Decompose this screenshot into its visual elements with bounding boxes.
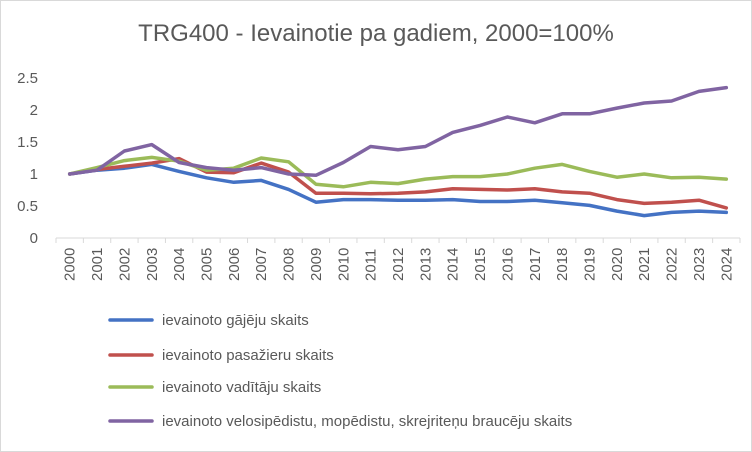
legend-label: ievainoto velosipēdistu, mopēdistu, skre… — [162, 413, 572, 430]
y-tick-label: 2.5 — [17, 70, 38, 87]
x-tick-label: 2015 — [472, 248, 489, 281]
chart-title: TRG400 - Ievainotie pa gadiem, 2000=100% — [138, 20, 614, 47]
x-tick-label: 2021 — [636, 248, 653, 281]
x-tick-label: 2005 — [198, 248, 215, 281]
x-tick-label: 2016 — [499, 248, 516, 281]
series-line-2 — [67, 156, 729, 210]
x-tick-label: 2022 — [664, 248, 681, 281]
x-tick-label: 2002 — [116, 248, 133, 281]
x-tick-label: 2001 — [89, 248, 106, 281]
x-tick-label: 2014 — [445, 248, 462, 281]
x-tick-label: 2007 — [253, 248, 270, 281]
y-tick-label: 0 — [30, 230, 38, 247]
y-tick-label: 1 — [30, 166, 38, 183]
x-tick-label: 2003 — [144, 248, 161, 281]
x-tick-label: 2023 — [691, 248, 708, 281]
y-axis: 0 0.5 1 1.5 2 2.5 — [17, 70, 38, 247]
x-tick-label: 2018 — [554, 248, 571, 281]
x-tick-label: 2013 — [417, 248, 434, 281]
x-tick-label: 2000 — [62, 248, 79, 281]
legend: ievainoto gājēju skaits ievainoto pasažie… — [108, 312, 572, 430]
x-tick-label: 2009 — [308, 248, 325, 281]
x-tick-label: 2020 — [609, 248, 626, 281]
x-tick-label: 2010 — [335, 248, 352, 281]
y-tick-label: 2 — [30, 102, 38, 119]
x-tick-label: 2006 — [226, 248, 243, 281]
x-tick-label: 2017 — [527, 248, 544, 281]
legend-label: ievainoto vadītāju skaits — [162, 379, 321, 396]
x-tick-label: 2019 — [582, 248, 599, 281]
x-tick-label: 2024 — [718, 248, 735, 281]
y-tick-label: 1.5 — [17, 134, 38, 151]
series-line-4 — [67, 85, 729, 178]
x-tick-label: 2008 — [281, 248, 298, 281]
x-tick-label: 2012 — [390, 248, 407, 281]
x-axis: 2000 2001 2002 2003 2004 2005 2006 2007 2008 2009… — [55, 237, 741, 281]
legend-label: ievainoto gājēju skaits — [162, 312, 309, 329]
x-tick-label: 2004 — [171, 248, 188, 281]
y-tick-label: 0.5 — [17, 198, 38, 215]
plot-lines — [67, 85, 729, 218]
legend-label: ievainoto pasažieru skaits — [162, 347, 334, 364]
series-line-1 — [67, 162, 729, 218]
x-tick-label: 2011 — [363, 249, 380, 281]
